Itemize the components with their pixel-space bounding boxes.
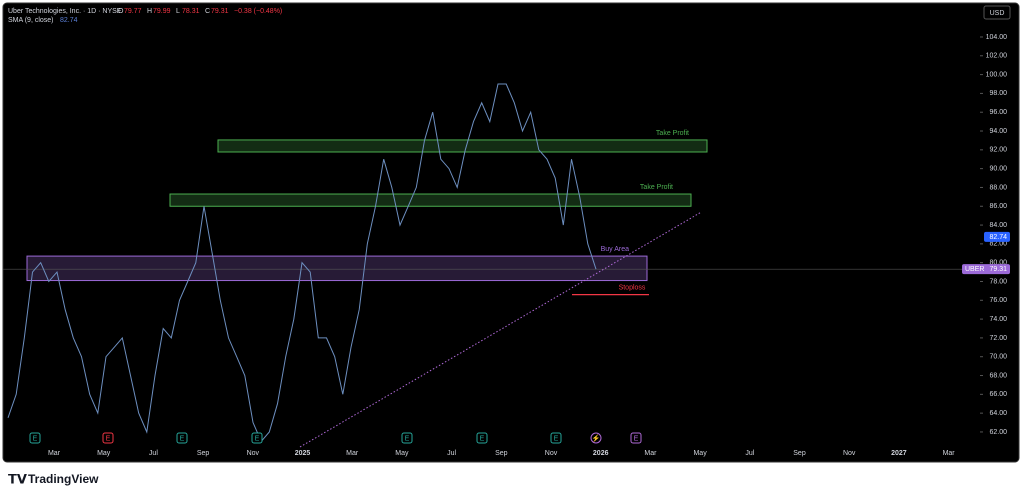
x-tick-label: May bbox=[693, 450, 707, 457]
y-tick-label: 64.00 bbox=[989, 410, 1007, 417]
trendline bbox=[299, 212, 701, 448]
zone-label: Take Profit bbox=[640, 184, 673, 191]
y-tick-label: 80.00 bbox=[989, 260, 1007, 267]
y-tick-label: 62.00 bbox=[989, 429, 1007, 436]
x-tick-label: 2025 bbox=[295, 450, 311, 457]
event-marker bbox=[251, 432, 263, 444]
y-tick-label: 104.00 bbox=[986, 34, 1008, 41]
x-tick-label: Mar bbox=[943, 450, 956, 457]
x-tick-label: Jul bbox=[149, 450, 158, 457]
ohlc-key: O bbox=[118, 8, 124, 15]
y-tick-label: 66.00 bbox=[989, 391, 1007, 398]
event-marker bbox=[102, 432, 114, 444]
event-label: E bbox=[634, 435, 639, 442]
x-tick-label: 2027 bbox=[891, 450, 907, 457]
zone bbox=[169, 193, 692, 207]
x-tick-label: Mar bbox=[644, 450, 657, 457]
y-tick-label: 92.00 bbox=[989, 147, 1007, 154]
x-tick-label: Mar bbox=[48, 450, 61, 457]
indicator-value: 82.74 bbox=[60, 17, 78, 24]
sma-tag bbox=[984, 231, 1010, 242]
event-marker bbox=[590, 432, 602, 444]
event-label: E bbox=[180, 435, 185, 442]
x-tick-label: Jul bbox=[745, 450, 754, 457]
zone-label: Buy Area bbox=[601, 246, 630, 253]
x-tick-label: Sep bbox=[793, 450, 806, 457]
price-tag-name: UBER bbox=[965, 266, 984, 273]
y-tick-label: 96.00 bbox=[989, 109, 1007, 116]
y-tick-label: 72.00 bbox=[989, 335, 1007, 342]
currency-button[interactable] bbox=[983, 5, 1011, 20]
ohlc-key: L bbox=[176, 8, 180, 15]
zone-label: Take Profit bbox=[656, 130, 689, 137]
panel bbox=[2, 2, 1020, 463]
event-marker bbox=[176, 432, 188, 444]
ohlc-value: 78.31 bbox=[182, 8, 200, 15]
event-label: E bbox=[554, 435, 559, 442]
stoploss-label: Stoploss bbox=[619, 284, 646, 291]
event-label: E bbox=[255, 435, 260, 442]
zone bbox=[26, 255, 648, 282]
sma-tag-label: 82.74 bbox=[989, 234, 1007, 241]
currency[interactable]: USD bbox=[990, 10, 1005, 17]
x-tick-label: Nov bbox=[247, 450, 260, 457]
event-label: ⚡ bbox=[592, 433, 601, 442]
x-tick-label: Nov bbox=[545, 450, 558, 457]
price-tag-label: 79.31 bbox=[989, 266, 1007, 273]
x-tick-label: Sep bbox=[197, 450, 210, 457]
x-tick-label: May bbox=[97, 450, 111, 457]
indicator: SMA (9, close) bbox=[8, 17, 54, 24]
x-tick-label: May bbox=[395, 450, 409, 457]
brand-logo[interactable]: 𝗧𝗩 bbox=[8, 471, 27, 486]
ohlc-value: 79.31 bbox=[211, 8, 229, 15]
event-marker bbox=[29, 432, 41, 444]
ohlc-key: C bbox=[205, 8, 210, 15]
change: −0.38 (−0.48%) bbox=[234, 8, 282, 15]
y-tick-label: 78.00 bbox=[989, 278, 1007, 285]
event-marker bbox=[476, 432, 488, 444]
y-tick-label: 100.00 bbox=[986, 71, 1008, 78]
event-marker bbox=[550, 432, 562, 444]
zone bbox=[217, 139, 708, 153]
y-tick-label: 82.00 bbox=[989, 241, 1007, 248]
ohlc-key: H bbox=[147, 8, 152, 15]
x-tick-label: Mar bbox=[346, 450, 359, 457]
symbol: Uber Technologies, Inc. · 1D · NYSE bbox=[8, 8, 122, 15]
y-tick-label: 76.00 bbox=[989, 297, 1007, 304]
ohlc-value: 79.99 bbox=[153, 8, 171, 15]
event-marker bbox=[630, 432, 642, 444]
y-tick-label: 70.00 bbox=[989, 354, 1007, 361]
y-tick-label: 68.00 bbox=[989, 372, 1007, 379]
x-tick-label: Nov bbox=[843, 450, 856, 457]
y-tick-label: 98.00 bbox=[989, 90, 1007, 97]
y-tick-label: 88.00 bbox=[989, 184, 1007, 191]
brand[interactable]: TradingView bbox=[28, 472, 99, 486]
event-marker bbox=[401, 432, 413, 444]
y-tick-label: 102.00 bbox=[986, 53, 1008, 60]
y-tick-label: 84.00 bbox=[989, 222, 1007, 229]
event-label: E bbox=[106, 435, 111, 442]
x-tick-label: Sep bbox=[495, 450, 508, 457]
y-tick-label: 74.00 bbox=[989, 316, 1007, 323]
x-tick-label: Jul bbox=[447, 450, 456, 457]
ohlc-value: 79.77 bbox=[124, 8, 142, 15]
event-label: E bbox=[405, 435, 410, 442]
price-line bbox=[7, 83, 597, 443]
price-tag bbox=[962, 264, 1010, 275]
y-tick-label: 94.00 bbox=[989, 128, 1007, 135]
event-label: E bbox=[33, 435, 38, 442]
y-tick-label: 86.00 bbox=[989, 203, 1007, 210]
x-tick-label: 2026 bbox=[593, 450, 609, 457]
event-label: E bbox=[480, 435, 485, 442]
y-tick-label: 90.00 bbox=[989, 165, 1007, 172]
